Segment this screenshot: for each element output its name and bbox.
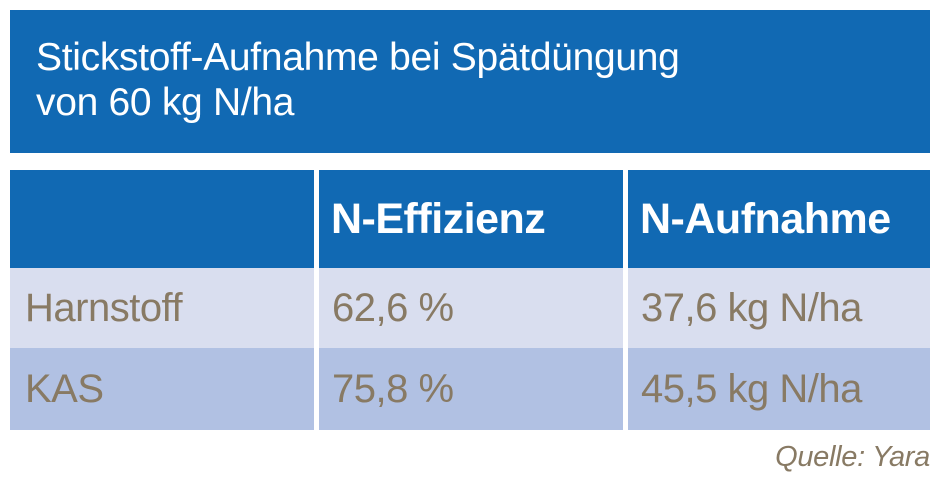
row-kas-efficiency: 75,8 % bbox=[319, 348, 623, 430]
nitrogen-uptake-table: N-Effizienz N-Aufnahme Harnstoff 62,6 % … bbox=[10, 170, 930, 430]
row-harnstoff-uptake: 37,6 kg N/ha bbox=[628, 268, 930, 348]
row-harnstoff-efficiency: 62,6 % bbox=[319, 268, 623, 348]
row-kas-label: KAS bbox=[10, 348, 314, 430]
header-cell-n-aufnahme: N-Aufnahme bbox=[628, 170, 930, 268]
source-credit: Quelle: Yara bbox=[775, 441, 930, 473]
page-title-line-1: Stickstoff-Aufnahme bei Spätdüngung bbox=[36, 36, 680, 79]
row-kas-uptake: 45,5 kg N/ha bbox=[628, 348, 930, 430]
page-title-line-2: von 60 kg N/ha bbox=[36, 81, 295, 124]
title-band: Stickstoff-Aufnahme bei Spätdüngung von … bbox=[10, 10, 930, 153]
header-cell-n-effizienz: N-Effizienz bbox=[319, 170, 623, 268]
header-cell-empty bbox=[10, 170, 314, 268]
row-harnstoff-label: Harnstoff bbox=[10, 268, 314, 348]
